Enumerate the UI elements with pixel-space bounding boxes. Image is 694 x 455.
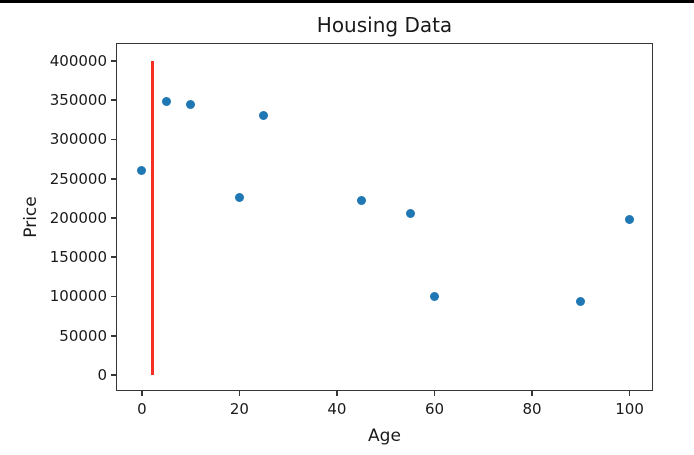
scatter-point [137, 166, 147, 176]
y-tick-label: 0 [97, 365, 107, 384]
y-tick-mark [111, 217, 116, 219]
scatter-point [186, 100, 196, 110]
y-tick-label: 400000 [49, 51, 107, 70]
scatter-point [259, 111, 269, 121]
x-tick-mark [531, 391, 533, 396]
y-tick-mark [111, 295, 116, 298]
x-axis-label: Age [368, 426, 401, 446]
x-tick-label: 40 [327, 400, 347, 418]
y-tick-mark [111, 60, 116, 62]
y-tick-mark [111, 334, 116, 337]
y-axis-label: Price [21, 196, 41, 238]
x-tick-mark [238, 391, 241, 396]
x-tick-label: 80 [522, 400, 542, 418]
y-tick-label: 50000 [59, 326, 107, 345]
scatter-point [161, 97, 171, 107]
y-tick-mark [111, 138, 116, 141]
x-tick-mark [141, 391, 143, 396]
x-tick-label: 20 [229, 400, 249, 418]
scatter-point [405, 208, 415, 218]
x-tick-label: 100 [615, 400, 644, 418]
chart-title: Housing Data [316, 13, 453, 37]
y-tick-mark [111, 99, 116, 102]
scatter-point [625, 215, 635, 225]
y-tick-label: 350000 [49, 91, 107, 110]
scatter-point [356, 196, 366, 206]
x-tick-label: 60 [424, 400, 445, 418]
scatter-point [576, 296, 586, 306]
scatter-point [234, 193, 244, 203]
x-tick-label: 0 [137, 400, 147, 418]
y-tick-label: 250000 [49, 169, 107, 188]
y-tick-label: 300000 [49, 130, 107, 149]
y-tick-label: 150000 [49, 248, 107, 267]
y-tick-mark [111, 256, 116, 259]
window-top-border [0, 0, 694, 3]
x-tick-mark [336, 391, 338, 396]
vertical-line [151, 60, 155, 375]
y-tick-mark [111, 177, 116, 180]
plot-area [116, 43, 653, 391]
x-tick-mark [628, 391, 631, 396]
x-tick-mark [433, 391, 436, 396]
y-tick-label: 200000 [49, 208, 107, 227]
y-tick-label: 100000 [49, 287, 107, 306]
scatter-point [429, 291, 439, 301]
y-tick-mark [111, 374, 116, 376]
